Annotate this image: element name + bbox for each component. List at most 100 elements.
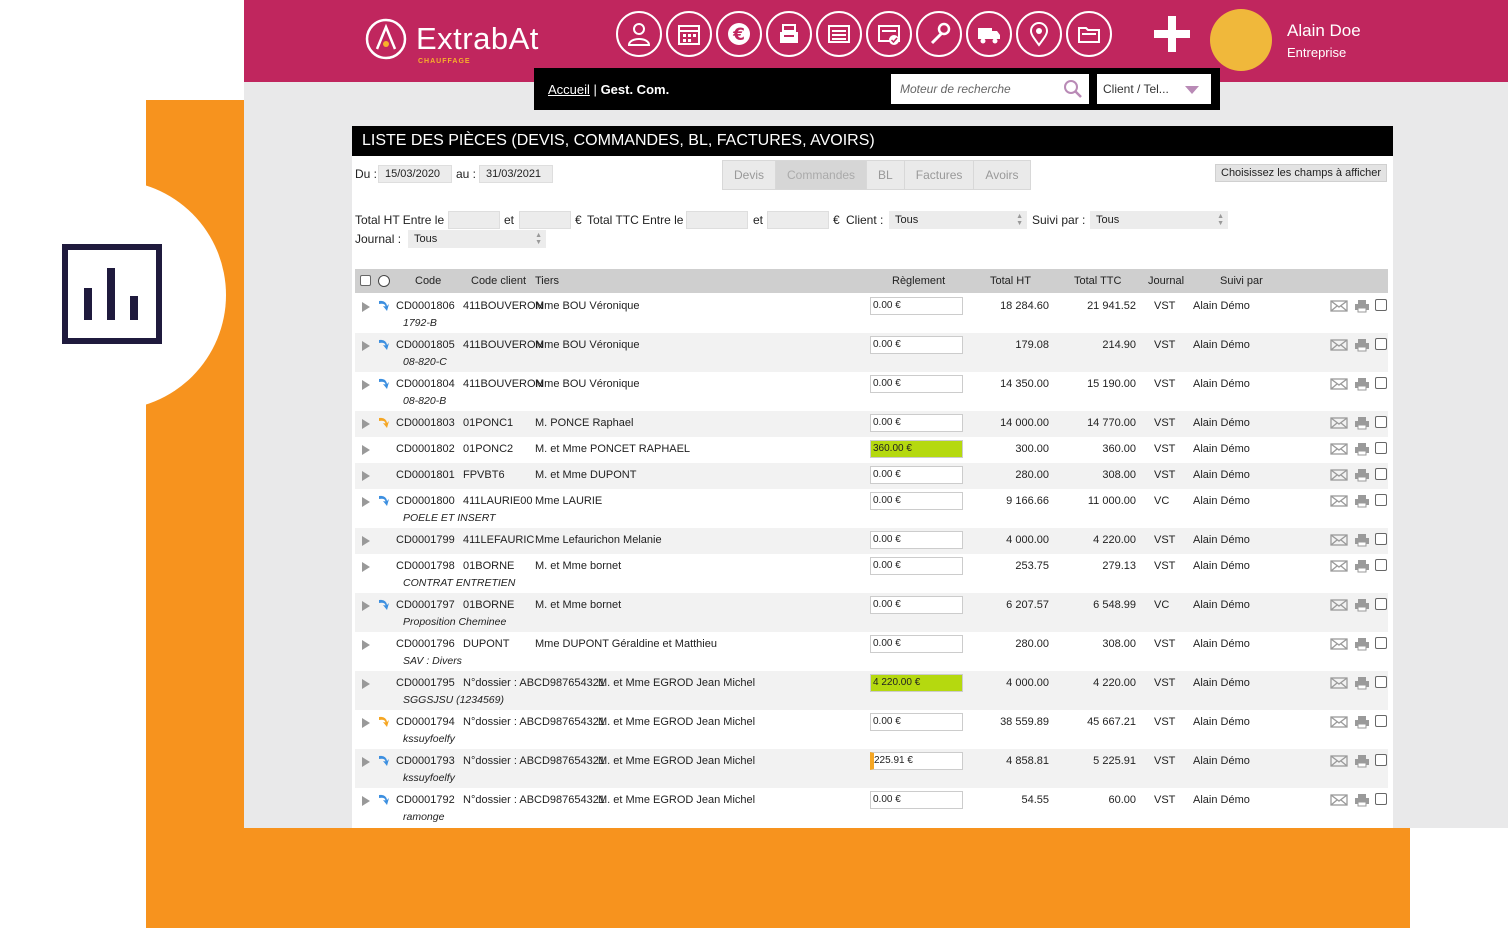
table-row[interactable]: CD0001806 411BOUVERON Mme BOU Véronique 179… [355,294,1388,333]
row-checkbox[interactable] [1375,533,1387,545]
add-icon[interactable] [1152,14,1192,54]
payment-field[interactable]: 0.00 € [870,375,963,393]
folder-icon[interactable] [1066,11,1112,57]
cell-code[interactable]: CD0001796 [396,638,455,650]
print-icon[interactable] [1354,416,1370,430]
tab-bl[interactable]: BL [867,161,905,189]
expand-arrow-icon[interactable] [362,601,370,611]
table-row[interactable]: CD0001803 01PONC1 M. PONCE Raphael 0.00 € 14… [355,411,1388,437]
email-icon[interactable] [1330,598,1348,612]
avatar[interactable] [1210,9,1272,71]
cell-code[interactable]: CD0001794 [396,716,455,728]
expand-arrow-icon[interactable] [362,380,370,390]
transform-arrow-icon[interactable] [377,493,391,507]
tab-devis[interactable]: Devis [723,161,777,189]
row-checkbox[interactable] [1375,715,1387,727]
cell-code[interactable]: CD0001798 [396,560,455,572]
payment-field[interactable]: 225.91 € [870,752,963,770]
table-row[interactable]: CD0001794 N°dossier : ABCD987654321 M. et … [355,710,1388,749]
breadcrumb-home-link[interactable]: Accueil [548,82,590,97]
table-row[interactable]: CD0001796 DUPONT Mme DUPONT Géraldine et M… [355,632,1388,671]
expand-arrow-icon[interactable] [362,302,370,312]
print-icon[interactable] [1354,533,1370,547]
payment-field[interactable]: 0.00 € [870,713,963,731]
payment-field[interactable]: 0.00 € [870,596,963,614]
row-checkbox[interactable] [1375,793,1387,805]
search-scope-select[interactable]: Client / Tel... [1097,74,1211,104]
print-icon[interactable] [1354,637,1370,651]
row-checkbox[interactable] [1375,676,1387,688]
row-checkbox[interactable] [1375,338,1387,350]
email-icon[interactable] [1330,468,1348,482]
transform-arrow-icon[interactable] [377,337,391,351]
print-icon[interactable] [1354,494,1370,508]
table-row[interactable]: CD0001804 411BOUVERON Mme BOU Véronique 08-… [355,372,1388,411]
payment-field[interactable]: 0.00 € [870,336,963,354]
cell-code[interactable]: CD0001804 [396,378,455,390]
row-checkbox[interactable] [1375,598,1387,610]
invoice-check-icon[interactable] [866,11,912,57]
wrench-icon[interactable] [916,11,962,57]
truck-icon[interactable] [966,11,1012,57]
table-row[interactable]: CD0001795 N°dossier : ABCD987654321 M. et … [355,671,1388,710]
tab-factures[interactable]: Factures [905,161,975,189]
col-code-client[interactable]: Code client [471,275,527,287]
expand-arrow-icon[interactable] [362,471,370,481]
transform-arrow-icon[interactable] [377,792,391,806]
list-icon[interactable] [816,11,862,57]
search-icon[interactable] [1063,79,1083,99]
print-icon[interactable] [1354,676,1370,690]
row-checkbox[interactable] [1375,299,1387,311]
expand-arrow-icon[interactable] [362,341,370,351]
email-icon[interactable] [1330,299,1348,313]
transform-arrow-icon[interactable] [377,376,391,390]
expand-arrow-icon[interactable] [362,718,370,728]
expand-arrow-icon[interactable] [362,679,370,689]
payment-field[interactable]: 0.00 € [870,791,963,809]
tab-commandes[interactable]: Commandes [776,161,868,189]
email-icon[interactable] [1330,442,1348,456]
select-all-checkbox[interactable] [360,275,371,286]
table-row[interactable]: CD0001798 01BORNE M. et Mme bornet CONTRAT … [355,554,1388,593]
total-ttc-max-field[interactable] [767,211,829,229]
table-row[interactable]: CD0001801 FPVBT6 M. et Mme DUPONT 0.00 € 280… [355,463,1388,489]
print-icon[interactable] [1354,468,1370,482]
payment-field[interactable]: 0.00 € [870,297,963,315]
cell-code[interactable]: CD0001800 [396,495,455,507]
expand-arrow-icon[interactable] [362,445,370,455]
row-checkbox[interactable] [1375,416,1387,428]
user-icon[interactable] [616,11,662,57]
tab-avoirs[interactable]: Avoirs [985,168,1019,182]
row-checkbox[interactable] [1375,442,1387,454]
search-input[interactable]: Moteur de recherche [891,74,1089,104]
cell-code[interactable]: CD0001802 [396,443,455,455]
transform-arrow-icon[interactable] [377,298,391,312]
expand-arrow-icon[interactable] [362,796,370,806]
logo[interactable]: ExtrabAt CHAUFFAGE [364,16,539,65]
euro-icon[interactable]: € [716,11,762,57]
print-icon[interactable] [1354,715,1370,729]
expand-arrow-icon[interactable] [362,419,370,429]
transform-arrow-icon[interactable] [377,714,391,728]
email-icon[interactable] [1330,494,1348,508]
cell-code[interactable]: CD0001801 [396,469,455,481]
expand-arrow-icon[interactable] [362,562,370,572]
table-row[interactable]: CD0001797 01BORNE M. et Mme bornet Proposit… [355,593,1388,632]
row-checkbox[interactable] [1375,494,1387,506]
expand-arrow-icon[interactable] [362,640,370,650]
cell-code[interactable]: CD0001797 [396,599,455,611]
client-select[interactable]: Tous ▲ ▼ [889,211,1027,229]
transform-arrow-icon[interactable] [377,597,391,611]
cell-code[interactable]: CD0001803 [396,417,455,429]
row-checkbox[interactable] [1375,637,1387,649]
print-icon[interactable] [1354,598,1370,612]
col-reglement[interactable]: Règlement [892,275,946,287]
table-row[interactable]: CD0001805 411BOUVERON Mme BOU Véronique 08-… [355,333,1388,372]
transform-arrow-icon[interactable] [377,415,391,429]
row-checkbox[interactable] [1375,468,1387,480]
cell-code[interactable]: CD0001799 [396,534,455,546]
row-checkbox[interactable] [1375,377,1387,389]
cell-code[interactable]: CD0001805 [396,339,455,351]
email-icon[interactable] [1330,559,1348,573]
table-row[interactable]: CD0001793 N°dossier : ABCD987654321 M. et … [355,749,1388,788]
